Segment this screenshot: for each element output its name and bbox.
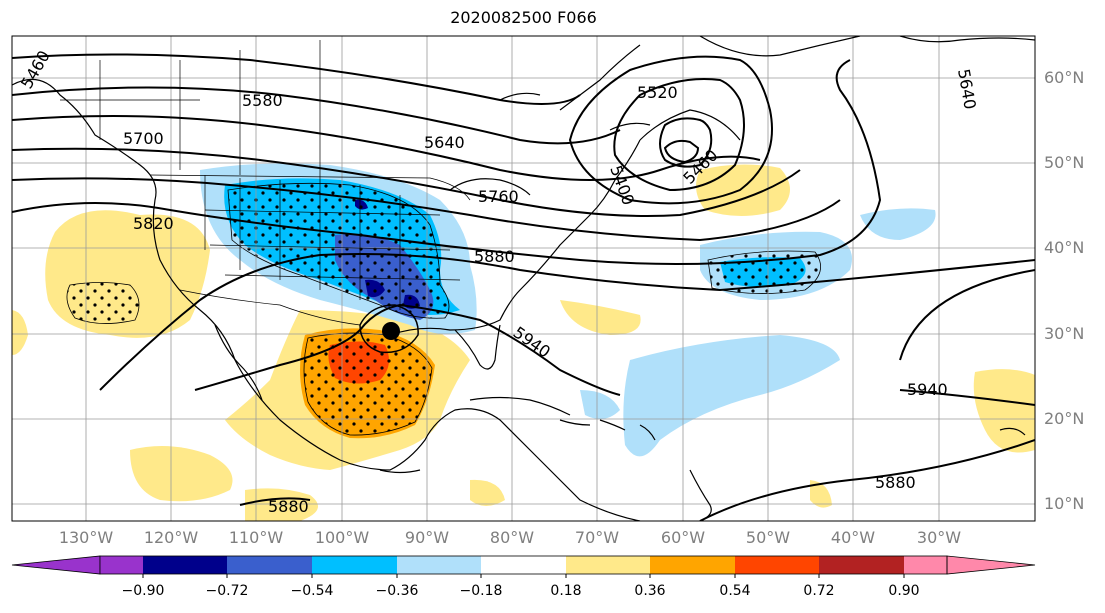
colorbar-bin [566, 556, 652, 574]
colorbar-tick-label: 0.36 [634, 583, 666, 599]
colorbar-low-extend [11, 555, 101, 575]
contour-label-5940-east: 5940 [907, 380, 948, 399]
colorbar-bin [904, 556, 947, 574]
colorbar-tick-label: −0.18 [459, 583, 503, 599]
anomaly-area-yellow [560, 300, 641, 335]
significance-stipple [66, 282, 140, 324]
colorbar-tick-label: −0.90 [121, 583, 165, 599]
lon-label-120w: 120°W [143, 528, 199, 547]
storm-center-marker [382, 322, 400, 340]
anomaly-area-lightblue [580, 390, 620, 419]
colorbar-tick-label: −0.72 [205, 583, 249, 599]
contour-label-5520: 5520 [637, 83, 678, 102]
contour-label-5880-east: 5880 [875, 473, 916, 492]
contour-label-5640: 5640 [424, 133, 465, 152]
lat-label-60n: 60°N [1044, 68, 1085, 87]
lat-label-30n: 30°N [1044, 324, 1085, 343]
colorbar-tick-label: 0.18 [550, 583, 582, 599]
map-border [11, 35, 1036, 522]
colorbar-bin [819, 556, 905, 574]
lon-label-50w: 50°W [745, 528, 791, 547]
coastlines [12, 36, 1035, 521]
contour-label-5700: 5700 [123, 129, 164, 148]
contour-label-5820: 5820 [133, 214, 174, 233]
colorbar-high-extend [946, 555, 1036, 575]
significance-stipple [303, 332, 433, 436]
storm-circulation-contour [359, 304, 419, 354]
colorbar-bin [143, 556, 229, 574]
lon-label-130w: 130°W [58, 528, 114, 547]
anomaly-area-yellow [470, 479, 505, 506]
colorbar-outline [99, 555, 948, 575]
map-title: 2020082500 F066 [450, 8, 597, 27]
colorbar-tick-label: 0.72 [803, 583, 835, 599]
political-borders [60, 40, 471, 326]
colorbar-bin [650, 556, 736, 574]
anomaly-area-yellow [810, 480, 832, 508]
contour-labels: 5520 5580 5640 5640 5700 5760 5820 5880 … [17, 47, 980, 516]
lat-label-10n: 10°N [1044, 494, 1085, 513]
lon-label-110w: 110°W [228, 528, 284, 547]
lon-label-30w: 30°W [916, 528, 962, 547]
colorbar-bin [227, 556, 313, 574]
lon-label-40w: 40°W [830, 528, 876, 547]
lat-label-20n: 20°N [1044, 409, 1085, 428]
lon-label-100w: 100°W [314, 528, 370, 547]
anomaly-area-yellow [12, 310, 28, 355]
lat-label-50n: 50°N [1044, 153, 1085, 172]
anomaly-area-yellow [973, 369, 1035, 453]
colorbar-tick-label: 0.90 [888, 583, 920, 599]
lon-label-60w: 60°W [660, 528, 706, 547]
lon-label-90w: 90°W [404, 528, 450, 547]
height-contours [12, 53, 1035, 521]
contour-label-5580: 5580 [242, 91, 283, 110]
colorbar-tick-label: 0.54 [719, 583, 751, 599]
contour-label-5880-south: 5880 [268, 497, 309, 516]
contour-label-5880: 5880 [474, 247, 515, 266]
anomaly-area-yellow [245, 488, 318, 521]
lon-label-80w: 80°W [489, 528, 535, 547]
colorbar-tick-label: −0.54 [290, 583, 334, 599]
colorbar-bin [481, 556, 567, 574]
lon-label-70w: 70°W [574, 528, 620, 547]
lat-label-40n: 40°N [1044, 238, 1085, 257]
colorbar-bin [397, 556, 483, 574]
colorbar-tick-label: −0.36 [375, 583, 419, 599]
colorbar [11, 555, 1036, 578]
colorbar-bin [735, 556, 821, 574]
anomaly-area-lightblue [860, 208, 936, 240]
contour-label-5760: 5760 [478, 187, 519, 206]
anomaly-area-yellow [130, 446, 233, 502]
colorbar-bin [312, 556, 398, 574]
anomaly-area-lightblue [623, 335, 840, 457]
